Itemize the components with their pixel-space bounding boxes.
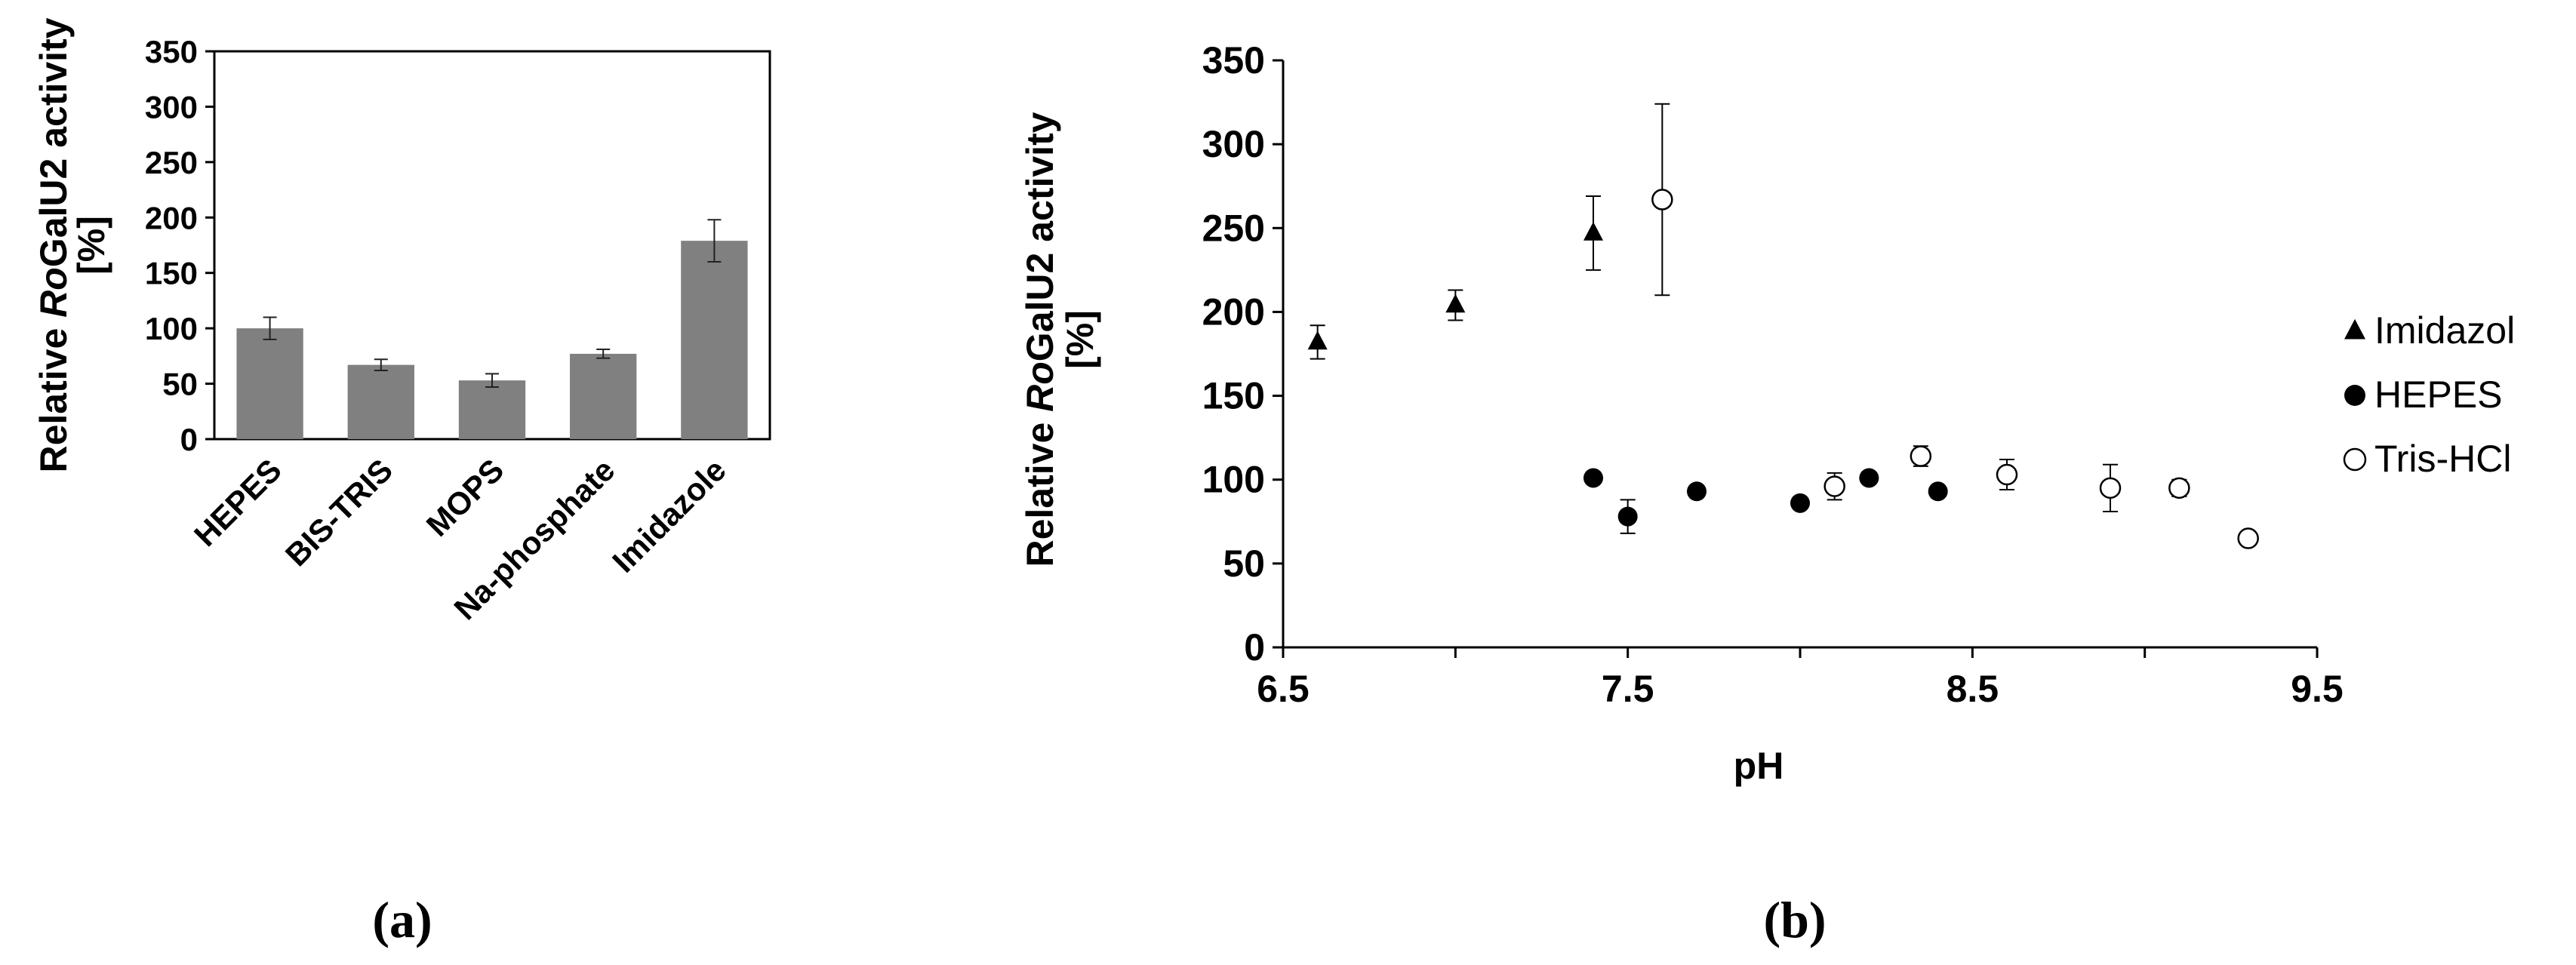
bar-y-axis-unit: [%] bbox=[70, 216, 112, 275]
x-tick-label: Imidazole bbox=[605, 452, 733, 579]
y-tick-label: 250 bbox=[1202, 207, 1265, 249]
y-tick-label: 150 bbox=[1202, 375, 1265, 417]
y-tick-label: 350 bbox=[145, 34, 198, 69]
bar bbox=[570, 353, 637, 439]
scatter-x-axis-title: pH bbox=[1734, 745, 1784, 787]
bar bbox=[681, 241, 748, 439]
open-circle-marker bbox=[2168, 477, 2190, 499]
filled-circle-marker bbox=[1617, 506, 1638, 527]
legend-label: Tris-HCl bbox=[2374, 438, 2511, 480]
y-tick-label: 50 bbox=[162, 367, 198, 402]
y-tick-label: 0 bbox=[180, 422, 198, 457]
open-circle-marker bbox=[2099, 477, 2122, 499]
filled-circle-marker bbox=[1790, 493, 1810, 513]
triangle-marker bbox=[2344, 318, 2365, 340]
y-tick-label: 200 bbox=[145, 200, 198, 235]
x-tick-label: 7.5 bbox=[1602, 668, 1654, 710]
x-tick-label: 9.5 bbox=[2291, 668, 2344, 710]
filled-circle-marker bbox=[1687, 481, 1707, 502]
y-tick-label: 250 bbox=[145, 145, 198, 180]
triangle-marker bbox=[1307, 330, 1328, 350]
legend-label: HEPES bbox=[2374, 373, 2503, 416]
open-circle-marker bbox=[2343, 447, 2367, 472]
scatter-points bbox=[1307, 103, 2259, 549]
filled-circle-marker bbox=[1859, 468, 1879, 488]
scatter-y-axis-unit: [%] bbox=[1059, 310, 1101, 369]
open-circle-marker bbox=[1824, 475, 1845, 497]
scatter-x-ticks: 6.5 7.5 8.5 9.5 bbox=[1257, 647, 2344, 710]
open-circle-marker bbox=[1651, 189, 1673, 211]
panel-a-label: (a) bbox=[372, 891, 432, 948]
filled-circle-marker bbox=[1583, 468, 1603, 488]
open-circle-marker bbox=[2237, 527, 2259, 549]
triangle-marker bbox=[1445, 293, 1466, 313]
x-tick-label: 8.5 bbox=[1947, 668, 1999, 710]
y-tick-label: 100 bbox=[1202, 459, 1265, 501]
y-tick-label: 350 bbox=[1202, 39, 1265, 81]
open-circle-marker bbox=[1996, 463, 2018, 486]
x-tick-label: BIS-TRIS bbox=[279, 452, 399, 573]
x-tick-label: HEPES bbox=[187, 452, 288, 553]
y-tick-label: 100 bbox=[145, 311, 198, 346]
y-tick-label: 200 bbox=[1202, 290, 1265, 333]
y-tick-label: 150 bbox=[145, 256, 198, 291]
y-tick-label: 300 bbox=[145, 89, 198, 124]
bars bbox=[236, 219, 748, 439]
x-tick-label: MOPS bbox=[420, 452, 511, 543]
x-tick-label: 6.5 bbox=[1257, 668, 1310, 710]
filled-circle-marker bbox=[1928, 481, 1948, 502]
filled-circle-marker bbox=[2344, 385, 2365, 406]
open-circle-marker bbox=[1910, 445, 1932, 467]
triangle-marker bbox=[1583, 222, 1603, 241]
y-tick-label: 300 bbox=[1202, 123, 1265, 165]
bar bbox=[458, 380, 526, 439]
y-tick-label: 50 bbox=[1223, 542, 1265, 585]
legend: Imidazol HEPES Tris-HCl bbox=[2343, 309, 2515, 480]
y-tick-label: 0 bbox=[1244, 626, 1265, 668]
bar-y-ticks: 0 50 100 150 200 250 300 350 bbox=[145, 34, 214, 457]
scatter-y-axis-title: Relative RoGalU2 activity bbox=[1019, 112, 1061, 567]
bar-y-axis-title: Relative RoGalU2 activity bbox=[32, 17, 75, 472]
scatter-chart-panel: 0 50 100 150 200 250 300 350 6.5 7.5 8.5 9.5 Relat… bbox=[1019, 39, 2515, 948]
bar bbox=[347, 364, 414, 439]
panel-b-label: (b) bbox=[1763, 891, 1826, 948]
bar bbox=[236, 328, 303, 439]
legend-label: Imidazol bbox=[2374, 309, 2515, 352]
scatter-y-ticks: 0 50 100 150 200 250 300 350 bbox=[1202, 39, 1283, 668]
